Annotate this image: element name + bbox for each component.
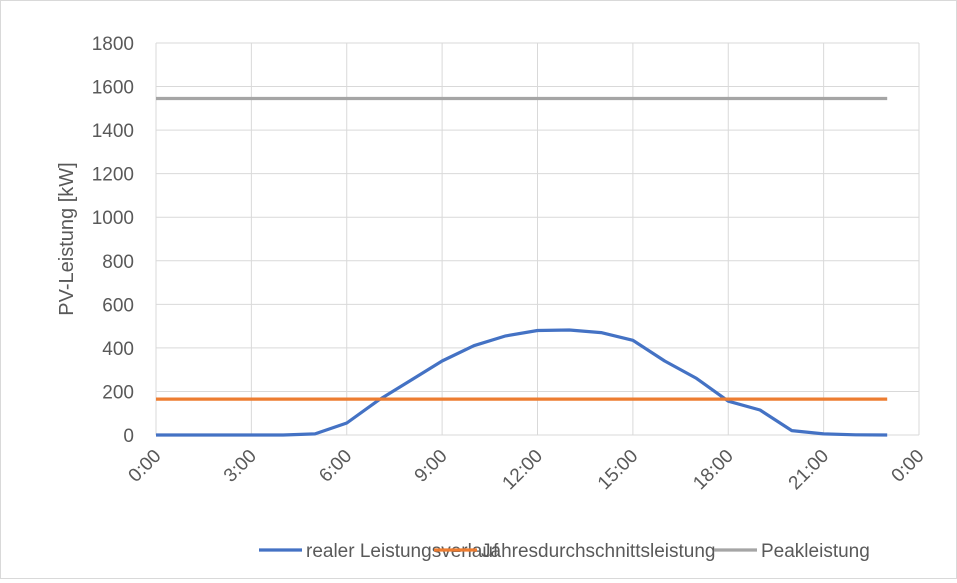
y-axis-label: PV-Leistung [kW] <box>56 162 78 315</box>
x-tick-label: 9:00 <box>411 446 452 487</box>
legend-label: Jahresdurchschnittsleistung <box>481 541 715 562</box>
x-tick-label: 3:00 <box>220 446 261 487</box>
y-tick-label: 1200 <box>92 165 134 186</box>
y-tick-label: 1600 <box>92 78 134 99</box>
series-line-1 <box>156 328 888 437</box>
series-lines <box>156 96 888 437</box>
y-tick-label: 1800 <box>92 34 134 55</box>
x-tick-label: 0:00 <box>888 446 929 487</box>
grid-lines <box>155 42 920 435</box>
y-axis-ticks: 0 200 400 600 800 1000 1200 1400 1600 1800 <box>92 34 134 447</box>
y-tick-label: 200 <box>102 382 134 403</box>
legend-label: realer Leistungsverlauf <box>306 541 499 562</box>
legend: realer LeistungsverlaufJahresdurchschnit… <box>259 541 870 562</box>
x-tick-label: 12:00 <box>499 446 547 494</box>
y-tick-label: 1000 <box>92 208 134 229</box>
x-tick-label: 21:00 <box>785 446 833 494</box>
y-tick-label: 0 <box>123 426 134 447</box>
x-axis-ticks: 0:00 3:00 6:00 9:00 12:00 15:00 18:00 21:00 0:00 <box>125 446 929 494</box>
legend-label: Peakleistung <box>761 541 870 562</box>
x-tick-label: 0:00 <box>125 446 166 487</box>
y-tick-label: 1400 <box>92 121 134 142</box>
x-tick-label: 18:00 <box>689 446 737 494</box>
x-tick-label: 15:00 <box>594 446 642 494</box>
y-tick-label: 800 <box>102 252 134 273</box>
y-tick-label: 600 <box>102 295 134 316</box>
x-tick-label: 6:00 <box>315 446 356 487</box>
y-tick-label: 400 <box>102 339 134 360</box>
